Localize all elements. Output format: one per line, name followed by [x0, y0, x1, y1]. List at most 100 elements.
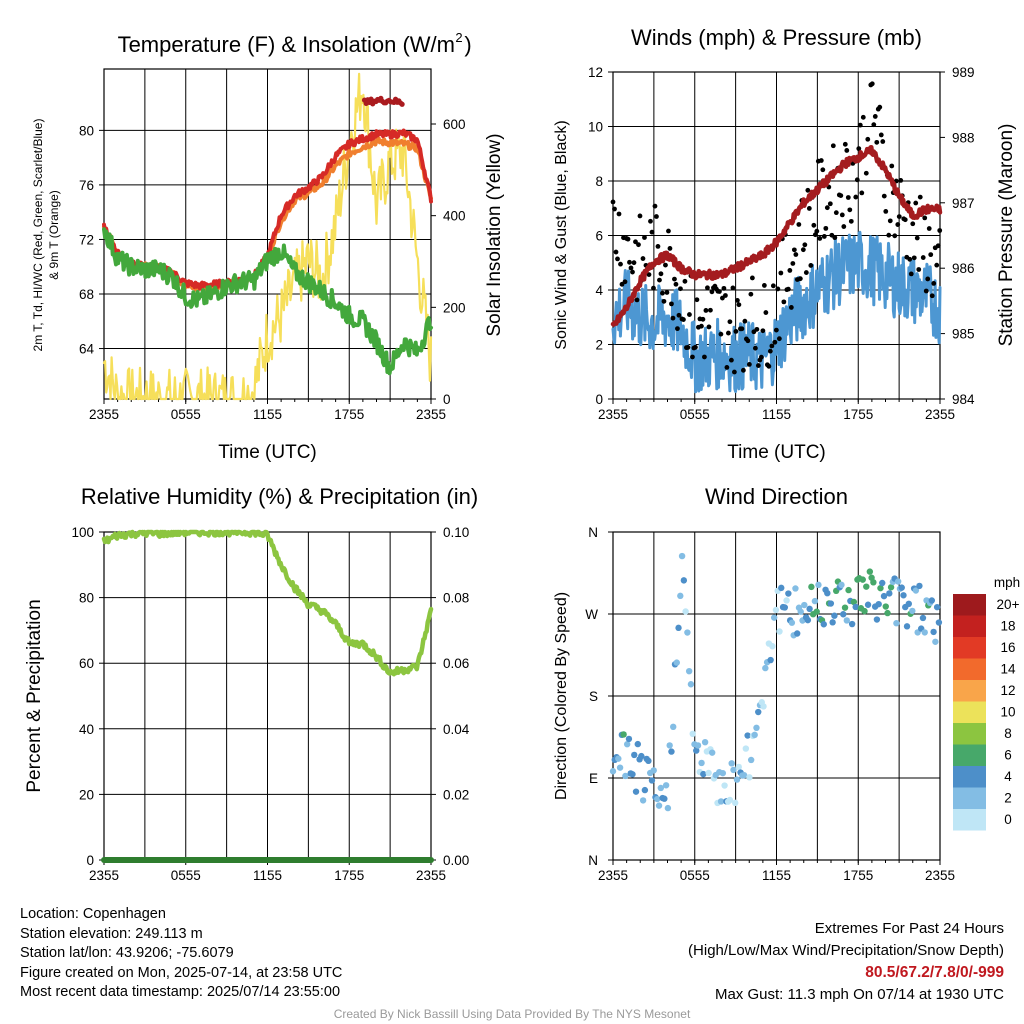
x-tick-label: 1155 [762, 407, 791, 422]
series-gust-point [880, 139, 886, 144]
series-gust-point [678, 286, 683, 292]
y-tick-label: 6 [595, 229, 603, 244]
series-gust-point [651, 285, 656, 291]
series-gust-point [717, 289, 722, 294]
y-right-tick-label: 985 [952, 327, 975, 342]
series-gust-point [865, 136, 871, 142]
series-direction-point [827, 600, 835, 607]
legend-swatch [953, 594, 986, 616]
series-direction-point [824, 589, 831, 597]
series-gust-point [863, 170, 869, 176]
location-text: Location: Copenhagen [20, 906, 166, 922]
series-direction-point [806, 605, 813, 613]
series-gust-point [937, 228, 943, 233]
y-tick-label: 12 [588, 65, 603, 80]
legend-label: 2 [1004, 791, 1012, 806]
series-direction-point [887, 584, 895, 591]
series-gust-point [929, 293, 935, 299]
series-gust-point [886, 232, 892, 238]
series-gust-point [895, 222, 901, 227]
series-direction-point [726, 796, 734, 804]
series-direction-point [785, 590, 792, 597]
series-direction-point [687, 681, 695, 688]
series-direction-point [622, 772, 629, 780]
y-right-tick-label: 200 [443, 300, 466, 315]
series-gust-point [693, 344, 698, 350]
series-direction-point [609, 768, 617, 775]
series-gust-point [917, 194, 923, 200]
series-gust-point [878, 132, 884, 138]
max-gust-text: Max Gust: 11.3 mph On 07/14 at 1930 UTC [714, 986, 1004, 1003]
series-direction-point [719, 769, 727, 777]
series-gust-point [663, 262, 668, 268]
series-direction-point [755, 708, 762, 716]
y-right-tick-label: 600 [443, 117, 466, 132]
y-right-tick-label: 0.00 [443, 853, 469, 868]
series-direction-point [753, 724, 760, 732]
series-direction-point [767, 656, 774, 664]
legend-swatch [953, 615, 986, 637]
series-gust-point [907, 256, 913, 262]
y-tick-label: 100 [71, 525, 94, 540]
series-gust-point [730, 285, 736, 291]
y-right-tick-label: 0.08 [443, 591, 469, 606]
series-direction-point [903, 623, 911, 630]
series-heat-index-point [399, 101, 405, 107]
series-direction-point [935, 619, 943, 626]
series-gust-point [806, 206, 812, 211]
x-tick-label: 2355 [598, 407, 628, 422]
x-axis-label: Time (UTC) [218, 442, 317, 463]
series-gust-point [820, 167, 826, 173]
series-gust-point [859, 190, 865, 196]
series-gust-point [731, 369, 737, 375]
series-direction-point [886, 590, 893, 597]
series-gust-point [733, 328, 739, 334]
series-gust-point [802, 242, 808, 248]
y-tick-label: 68 [79, 287, 94, 302]
y-axis-label: 2m T, Td, HI/WC (Red, Green, Scarlet/Blu… [31, 119, 45, 352]
y-tick-label: 0 [86, 853, 94, 868]
y-right-axis-label: Solar Insolation (Yellow) [484, 133, 505, 336]
series-gust-point [928, 252, 934, 258]
series-gust-point [838, 193, 844, 199]
series-gust-point [908, 271, 914, 277]
series-direction-point [751, 731, 758, 739]
series-direction-point [879, 579, 886, 587]
series-gust-point [839, 212, 845, 218]
series-gust-point [721, 285, 727, 291]
series-direction-point [698, 759, 705, 767]
series-gust-point [648, 218, 653, 224]
series-gust-point [788, 305, 794, 310]
series-gust-point [844, 148, 850, 153]
y-tick-label: E [589, 771, 598, 786]
series-gust-point [709, 289, 715, 295]
series-gust-point [703, 308, 709, 313]
x-tick-label: 0555 [680, 868, 710, 883]
series-direction-point [882, 603, 889, 610]
created-text: Figure created on Mon, 2025-07-14, at 23… [20, 964, 343, 981]
extremes-title: Extremes For Past 24 Hours [814, 920, 1004, 937]
series-gust-point [729, 357, 734, 363]
legend-label: 18 [1000, 619, 1015, 634]
series-direction-point [820, 621, 827, 628]
series-gust-point [666, 228, 671, 234]
series-gust-point [824, 205, 830, 211]
series-direction-point [788, 619, 796, 626]
series-direction-point [648, 777, 656, 784]
series-direction-point [732, 799, 739, 807]
series-direction-point [905, 600, 912, 608]
series-direction-point [650, 767, 657, 774]
series-gust-point [699, 323, 704, 329]
y-right-tick-label: 0.02 [443, 787, 469, 802]
x-tick-label: 1755 [843, 868, 873, 883]
series-gust-point [694, 297, 700, 303]
legend-swatch [953, 658, 986, 680]
series-gust-point [685, 345, 691, 350]
series-direction-point [870, 579, 877, 586]
series-gust-point [736, 302, 742, 308]
series-direction-point [623, 741, 631, 748]
y-tick-label: 40 [79, 722, 94, 737]
meteogram-figure: Temperature (F) & Insolation (W/m 2)64687… [24, 25, 1020, 883]
series-direction-point [852, 603, 859, 611]
series-direction-point [670, 723, 677, 731]
